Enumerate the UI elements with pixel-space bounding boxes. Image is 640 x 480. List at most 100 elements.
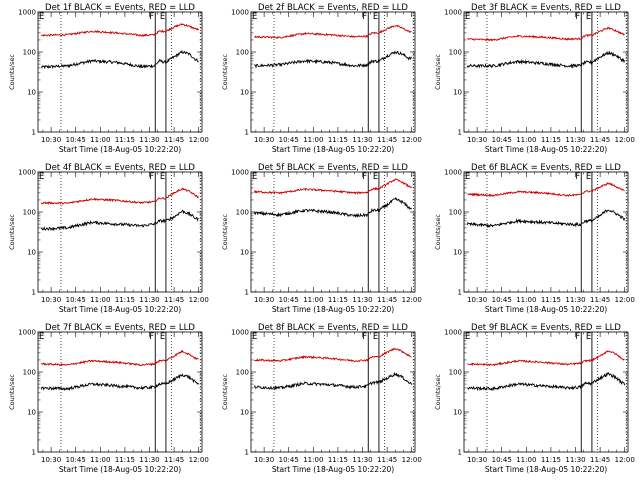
marker-label-E: E bbox=[373, 332, 378, 342]
series-line-events bbox=[40, 373, 199, 392]
series-line-lld bbox=[253, 178, 412, 195]
y-tick-label: 1000 bbox=[231, 329, 249, 337]
marker-label-E: E bbox=[586, 12, 591, 22]
marker-label-F: F bbox=[575, 172, 580, 182]
marker-label-E: E bbox=[586, 172, 591, 182]
marker-label-F: F bbox=[362, 332, 367, 342]
panel-2: Det 2f BLACK = Events, RED = LLD 1 10 100 10… bbox=[221, 3, 422, 154]
x-tick-label: 10:30 bbox=[254, 136, 274, 144]
x-tick-label: 10:45 bbox=[279, 136, 299, 144]
x-tick-label: 11:00 bbox=[516, 296, 536, 304]
plot-frame bbox=[463, 331, 629, 453]
x-tick-label: 11:00 bbox=[90, 456, 110, 464]
series-line-lld bbox=[40, 187, 199, 205]
x-tick-label: 11:00 bbox=[303, 136, 323, 144]
y-tick-label: 10 bbox=[453, 89, 462, 97]
series-line-lld bbox=[254, 24, 412, 40]
x-tick-label: 10:45 bbox=[66, 296, 86, 304]
series-line-events bbox=[253, 371, 413, 391]
y-tick-label: 10 bbox=[453, 249, 462, 257]
x-axis-label: Start Time (18-Aug-05 10:22:20) bbox=[59, 305, 181, 314]
x-tick-label: 11:15 bbox=[115, 136, 135, 144]
x-tick-label: 11:45 bbox=[164, 456, 184, 464]
x-tick-label: 10:30 bbox=[41, 136, 61, 144]
y-axis-label: Counts/sec bbox=[8, 214, 16, 250]
x-tick-label: 12:00 bbox=[189, 296, 209, 304]
x-tick-label: 11:45 bbox=[377, 296, 397, 304]
y-tick-label: 1000 bbox=[231, 169, 249, 177]
x-tick-label: 11:30 bbox=[352, 136, 372, 144]
y-tick-label: 100 bbox=[236, 369, 249, 377]
series-line-events bbox=[466, 50, 626, 69]
y-tick-label: 100 bbox=[23, 209, 36, 217]
marker-label-E: E bbox=[160, 12, 165, 22]
series-line-events bbox=[466, 209, 626, 229]
panel-4: Det 4f BLACK = Events, RED = LLD 1 10 100 10… bbox=[8, 163, 209, 314]
x-tick-label: 12:00 bbox=[189, 136, 209, 144]
x-tick-label: 11:30 bbox=[352, 456, 372, 464]
x-tick-label: 11:00 bbox=[303, 296, 323, 304]
y-axis-label: Counts/sec bbox=[8, 374, 16, 410]
marker-label-E: E bbox=[586, 332, 591, 342]
x-tick-label: 10:45 bbox=[66, 456, 86, 464]
y-tick-label: 10 bbox=[240, 249, 249, 257]
x-tick-label: 11:30 bbox=[352, 296, 372, 304]
x-tick-label: 12:00 bbox=[402, 296, 422, 304]
y-tick-label: 1000 bbox=[444, 329, 462, 337]
series-line-events bbox=[253, 196, 412, 219]
plot-frame bbox=[37, 331, 203, 453]
x-axis-label: Start Time (18-Aug-05 10:22:20) bbox=[272, 465, 394, 474]
x-tick-label: 12:00 bbox=[402, 456, 422, 464]
x-tick-label: 12:00 bbox=[402, 136, 422, 144]
y-tick-label: 1 bbox=[245, 129, 249, 137]
marker-label-F: F bbox=[362, 172, 367, 182]
x-tick-label: 12:00 bbox=[615, 136, 635, 144]
y-axis-label: Counts/sec bbox=[434, 54, 442, 90]
x-tick-label: 11:45 bbox=[377, 456, 397, 464]
panel-9: Det 9f BLACK = Events, RED = LLD 1 10 100 10… bbox=[434, 323, 635, 474]
panel-8: Det 8f BLACK = Events, RED = LLD 1 10 100 10… bbox=[221, 323, 422, 474]
x-tick-label: 11:15 bbox=[541, 456, 561, 464]
series-line-lld bbox=[41, 23, 199, 37]
y-tick-label: 1000 bbox=[18, 169, 36, 177]
marker-label-E-left: E bbox=[39, 172, 44, 182]
plot-frame bbox=[250, 11, 416, 133]
y-tick-label: 10 bbox=[240, 89, 249, 97]
x-tick-label: 10:45 bbox=[279, 456, 299, 464]
y-tick-label: 1 bbox=[245, 449, 249, 457]
x-tick-label: 11:45 bbox=[164, 136, 184, 144]
marker-label-F: F bbox=[575, 12, 580, 22]
x-tick-label: 11:00 bbox=[90, 136, 110, 144]
series-line-lld bbox=[467, 182, 625, 198]
marker-label-E: E bbox=[160, 332, 165, 342]
panel-title: Det 8f BLACK = Events, RED = LLD bbox=[258, 323, 408, 333]
x-tick-label: 11:30 bbox=[565, 136, 585, 144]
y-axis-label: Counts/sec bbox=[221, 54, 229, 90]
x-tick-label: 12:00 bbox=[615, 296, 635, 304]
plot-frame bbox=[37, 171, 203, 293]
y-axis-label: Counts/sec bbox=[434, 214, 442, 250]
x-tick-label: 11:15 bbox=[541, 136, 561, 144]
y-tick-label: 1 bbox=[458, 289, 462, 297]
y-tick-label: 10 bbox=[240, 409, 249, 417]
x-tick-label: 11:00 bbox=[516, 136, 536, 144]
marker-label-E-left: E bbox=[39, 332, 44, 342]
panel-title: Det 5f BLACK = Events, RED = LLD bbox=[258, 163, 408, 173]
panel-7: Det 7f BLACK = Events, RED = LLD 1 10 100 10… bbox=[8, 323, 209, 474]
x-axis-label: Start Time (18-Aug-05 10:22:20) bbox=[59, 465, 181, 474]
series-line-events bbox=[40, 50, 199, 70]
marker-label-E-left: E bbox=[252, 172, 257, 182]
marker-label-F: F bbox=[149, 12, 154, 22]
y-tick-label: 1000 bbox=[18, 9, 36, 17]
x-tick-label: 10:45 bbox=[492, 136, 512, 144]
x-tick-label: 11:15 bbox=[115, 296, 135, 304]
marker-label-E-left: E bbox=[465, 12, 470, 22]
x-tick-label: 10:45 bbox=[492, 296, 512, 304]
y-axis-label: Counts/sec bbox=[434, 374, 442, 410]
y-tick-label: 100 bbox=[449, 209, 462, 217]
x-axis-label: Start Time (18-Aug-05 10:22:20) bbox=[272, 145, 394, 154]
x-axis-label: Start Time (18-Aug-05 10:22:20) bbox=[59, 145, 181, 154]
panel-title: Det 9f BLACK = Events, RED = LLD bbox=[471, 323, 621, 333]
marker-label-F: F bbox=[149, 172, 154, 182]
